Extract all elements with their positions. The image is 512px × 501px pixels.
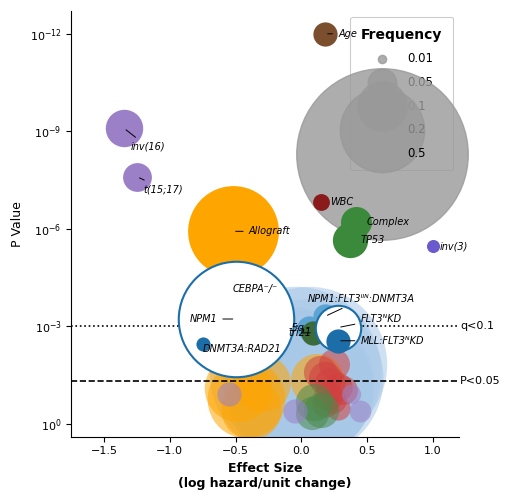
Point <box>231 315 240 323</box>
Point <box>347 408 355 416</box>
Point <box>303 386 311 394</box>
Text: TP53: TP53 <box>360 235 385 245</box>
Point <box>329 396 337 404</box>
Point <box>313 416 321 424</box>
Point <box>133 173 141 181</box>
Point <box>346 236 354 244</box>
Point <box>317 406 325 414</box>
Point <box>308 409 316 417</box>
Text: CEBPA⁻/⁻: CEBPA⁻/⁻ <box>233 284 278 294</box>
Point <box>225 390 233 398</box>
Point <box>251 416 260 424</box>
Point <box>352 217 360 225</box>
Text: tri21: tri21 <box>288 328 311 338</box>
Text: t(15;17): t(15;17) <box>139 178 183 194</box>
Point <box>305 324 313 332</box>
Point <box>356 407 365 415</box>
Point <box>297 419 305 427</box>
Point <box>334 410 342 418</box>
Text: WBC: WBC <box>330 197 353 207</box>
Text: -5q: -5q <box>288 323 309 333</box>
Y-axis label: P Value: P Value <box>11 201 24 247</box>
Text: FLT3ᴺKD: FLT3ᴺKD <box>341 314 401 327</box>
Point <box>334 383 342 391</box>
Legend: 0.01, 0.05, 0.1, 0.2, 0.5: 0.01, 0.05, 0.1, 0.2, 0.5 <box>350 17 453 170</box>
Point <box>242 411 250 419</box>
Point <box>330 360 338 368</box>
Point <box>326 379 334 387</box>
Point <box>339 414 347 422</box>
Point <box>291 407 299 415</box>
Point <box>291 368 299 376</box>
Point <box>317 198 325 206</box>
Point <box>229 227 237 235</box>
X-axis label: Effect Size
(log hazard/unit change): Effect Size (log hazard/unit change) <box>178 462 352 490</box>
Point <box>282 384 290 392</box>
Point <box>268 418 276 426</box>
Text: DNMT3A:RAD21: DNMT3A:RAD21 <box>203 344 282 354</box>
Point <box>242 395 250 403</box>
Text: Allograft: Allograft <box>236 226 290 236</box>
Point <box>284 415 292 423</box>
Point <box>310 398 318 406</box>
Text: inv(16): inv(16) <box>126 130 165 152</box>
Point <box>292 390 300 398</box>
Point <box>324 418 332 426</box>
Point <box>305 360 313 368</box>
Point <box>334 337 342 345</box>
Point <box>324 392 332 400</box>
Point <box>258 413 266 421</box>
Text: inv(3): inv(3) <box>439 241 467 252</box>
Point <box>271 404 279 412</box>
Point <box>120 124 128 132</box>
Text: q<0.1: q<0.1 <box>460 321 494 331</box>
Point <box>304 411 312 419</box>
Point <box>310 379 318 387</box>
Point <box>317 393 325 401</box>
Point <box>216 285 224 293</box>
Point <box>297 407 305 415</box>
Text: P<0.05: P<0.05 <box>460 376 501 386</box>
Point <box>321 30 329 38</box>
Text: NPM1: NPM1 <box>189 314 233 324</box>
Point <box>308 395 316 403</box>
Point <box>264 409 272 417</box>
Point <box>273 417 282 425</box>
Point <box>234 384 242 392</box>
Text: Age: Age <box>328 29 357 39</box>
Point <box>330 418 338 426</box>
Text: MLL:FLT3ᴺKD: MLL:FLT3ᴺKD <box>341 336 424 346</box>
Point <box>313 376 321 384</box>
Point <box>339 386 347 394</box>
Point <box>199 340 207 348</box>
Point <box>247 405 255 413</box>
Point <box>321 374 329 382</box>
Text: Complex: Complex <box>367 216 410 226</box>
Point <box>321 402 329 410</box>
Point <box>278 398 286 406</box>
Point <box>258 379 266 387</box>
Point <box>315 368 324 376</box>
Point <box>334 404 342 412</box>
Point <box>309 329 317 337</box>
Text: NPM1:FLT3ᴵᴵᴺ:DNMT3A: NPM1:FLT3ᴵᴵᴺ:DNMT3A <box>308 295 415 315</box>
Point <box>321 313 329 321</box>
Point <box>326 406 334 414</box>
Point <box>429 242 437 250</box>
Point <box>334 324 342 332</box>
Point <box>287 372 295 380</box>
Point <box>294 381 303 389</box>
Point <box>300 374 308 382</box>
Point <box>321 400 329 408</box>
Point <box>347 390 355 398</box>
